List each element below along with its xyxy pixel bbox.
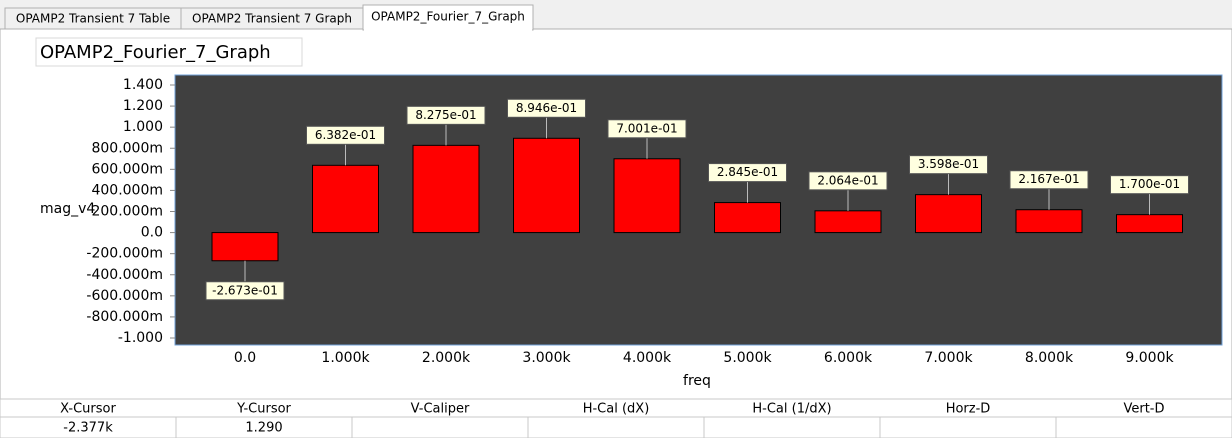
status-header: H-Cal (dX) bbox=[583, 402, 650, 417]
value-label-box bbox=[1009, 170, 1089, 190]
value-label-box bbox=[306, 125, 385, 145]
value-label-box bbox=[708, 163, 787, 183]
bar bbox=[714, 202, 781, 234]
tab-label[interactable]: OPAMP2 Transient 7 Table bbox=[16, 12, 170, 26]
value-label: 2.167e-01 bbox=[1018, 172, 1079, 186]
status-value: 1.290 bbox=[245, 421, 282, 436]
x-axis-label: freq bbox=[683, 373, 711, 389]
x-tick-label: 3.000k bbox=[522, 350, 571, 366]
status-value: -2.377k bbox=[63, 421, 113, 436]
title-box bbox=[35, 37, 303, 67]
x-tick-label: 0.0 bbox=[234, 350, 256, 366]
y-tick-label: -400.000m bbox=[86, 267, 163, 283]
tab-label[interactable]: OPAMP2_Fourier_7_Graph bbox=[371, 10, 525, 24]
status-table bbox=[0, 398, 1232, 438]
bar bbox=[915, 194, 982, 234]
value-label-box bbox=[808, 171, 888, 191]
value-label-box bbox=[205, 281, 285, 301]
x-tick-label: 6.000k bbox=[824, 350, 873, 366]
value-label: 6.382e-01 bbox=[315, 128, 376, 142]
value-label: 2.064e-01 bbox=[817, 173, 878, 187]
y-tick-label: 0.0 bbox=[141, 225, 163, 241]
x-tick-label: 9.000k bbox=[1125, 350, 1174, 366]
bar bbox=[312, 164, 379, 234]
value-label-box bbox=[1110, 175, 1189, 195]
y-tick-label: 1.000 bbox=[123, 119, 163, 135]
bar bbox=[513, 137, 580, 234]
status-header: H-Cal (1/dX) bbox=[752, 402, 831, 417]
y-tick-label: 200.000m bbox=[91, 204, 163, 220]
x-tick-label: 5.000k bbox=[723, 350, 772, 366]
value-label-box bbox=[507, 98, 586, 118]
y-tick-label: 1.200 bbox=[123, 98, 163, 114]
value-label: 2.845e-01 bbox=[717, 165, 778, 179]
chart-title: OPAMP2_Fourier_7_Graph bbox=[40, 42, 271, 63]
x-tick-label: 8.000k bbox=[1025, 350, 1074, 366]
bar bbox=[814, 210, 882, 234]
tab-join bbox=[364, 27, 532, 31]
value-label: -2.673e-01 bbox=[212, 283, 278, 297]
bar bbox=[1015, 209, 1083, 234]
value-label: 8.275e-01 bbox=[415, 108, 476, 122]
x-tick-label: 2.000k bbox=[422, 350, 471, 366]
value-label: 8.946e-01 bbox=[516, 101, 577, 115]
status-header: V-Caliper bbox=[411, 402, 470, 417]
x-tick-label: 1.000k bbox=[321, 350, 370, 366]
value-label: 1.700e-01 bbox=[1119, 177, 1180, 191]
bar bbox=[412, 144, 480, 234]
bar bbox=[211, 232, 279, 262]
value-label-box bbox=[406, 105, 486, 125]
status-header: Y-Cursor bbox=[236, 402, 291, 417]
status-header: Horz-D bbox=[946, 402, 991, 417]
y-tick-label: -800.000m bbox=[86, 309, 163, 325]
y-tick-label: 800.000m bbox=[91, 140, 163, 156]
x-tick-label: 7.000k bbox=[924, 350, 973, 366]
y-tick-label: 600.000m bbox=[91, 161, 163, 177]
y-axis-label: mag_v4 bbox=[40, 201, 95, 217]
value-label: 3.598e-01 bbox=[918, 157, 979, 171]
y-tick-label: 1.400 bbox=[123, 77, 163, 93]
y-tick-label: -200.000m bbox=[86, 246, 163, 262]
value-label-box bbox=[909, 155, 988, 175]
y-tick-label: 400.000m bbox=[91, 182, 163, 198]
y-tick-label: -1.000 bbox=[118, 330, 163, 346]
status-header: Vert-D bbox=[1123, 402, 1164, 417]
bar bbox=[613, 158, 681, 234]
x-tick-label: 4.000k bbox=[623, 350, 672, 366]
y-tick-label: -600.000m bbox=[86, 288, 163, 304]
value-label: 7.001e-01 bbox=[616, 121, 677, 135]
bar bbox=[1116, 214, 1183, 234]
value-label-box bbox=[607, 119, 687, 139]
status-header: X-Cursor bbox=[60, 402, 116, 417]
active-tab[interactable] bbox=[362, 4, 534, 31]
tab-label[interactable]: OPAMP2 Transient 7 Graph bbox=[192, 12, 352, 26]
